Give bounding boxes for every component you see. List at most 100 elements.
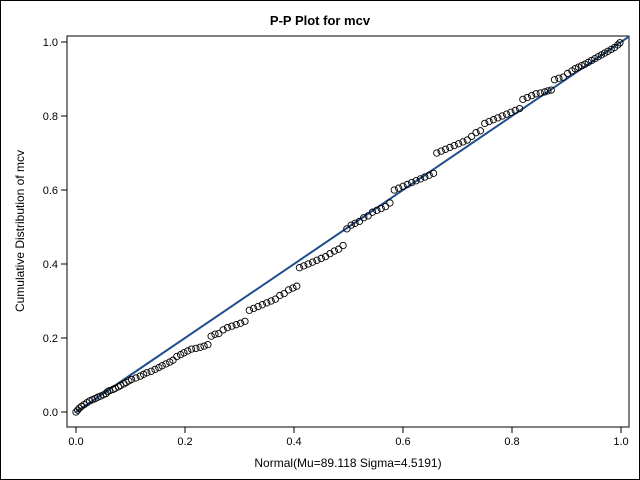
data-point — [472, 128, 480, 137]
data-point — [511, 106, 519, 115]
data-point — [284, 286, 293, 294]
data-point — [162, 360, 170, 368]
data-point — [192, 344, 200, 353]
data-point — [578, 62, 586, 70]
data-point — [343, 225, 351, 233]
data-point — [527, 92, 536, 100]
data-point — [515, 104, 524, 113]
data-point — [476, 127, 485, 135]
data-point — [437, 147, 445, 155]
data-point — [364, 212, 372, 220]
data-point — [228, 322, 236, 330]
data-point — [498, 112, 506, 120]
y-tick-label: 0.6 — [43, 185, 58, 197]
data-point — [236, 319, 245, 327]
data-point — [463, 136, 471, 144]
data-point — [536, 89, 544, 97]
data-point — [403, 180, 412, 189]
x-tick-label: 0.2 — [177, 436, 192, 448]
data-point — [169, 356, 177, 364]
data-point — [317, 254, 325, 263]
data-point — [173, 352, 181, 361]
data-point — [232, 321, 240, 329]
data-point — [489, 116, 498, 124]
y-tick-label: 0.8 — [43, 111, 58, 123]
reference-line-group — [75, 35, 630, 413]
data-point — [381, 202, 390, 211]
data-point — [313, 256, 321, 264]
data-points — [72, 39, 624, 416]
data-point — [368, 208, 377, 216]
y-tick-label: 0.2 — [43, 333, 58, 345]
data-point — [330, 247, 338, 255]
data-point — [450, 141, 458, 150]
data-point — [196, 343, 204, 351]
data-point — [200, 342, 208, 350]
data-point — [550, 76, 559, 84]
data-point — [184, 347, 192, 355]
data-point — [523, 93, 531, 102]
data-point — [574, 63, 583, 71]
x-axis-label: Normal(Mu=89.118 Sigma=4.5191) — [254, 456, 441, 470]
data-point — [429, 169, 438, 178]
x-tick-label: 0.0 — [68, 436, 83, 448]
x-axis-ticks: 0.0 0.2 0.4 0.6 0.8 1.0 — [68, 427, 629, 448]
data-point — [494, 114, 502, 122]
data-point — [295, 264, 304, 272]
data-point — [351, 219, 359, 227]
y-tick-label: 0.0 — [43, 407, 58, 419]
data-point — [555, 74, 563, 82]
data-point — [127, 375, 136, 384]
x-tick-label: 0.4 — [286, 436, 301, 448]
data-point — [425, 171, 433, 179]
data-point — [481, 119, 489, 128]
data-point — [276, 291, 284, 300]
data-point — [263, 299, 271, 307]
data-point — [614, 41, 622, 49]
data-point — [280, 289, 288, 298]
data-point — [254, 302, 262, 311]
data-point — [485, 117, 493, 126]
data-point — [441, 145, 450, 153]
data-point — [563, 69, 572, 78]
data-point — [180, 349, 188, 357]
data-point — [373, 206, 381, 215]
data-point — [158, 362, 166, 370]
data-point — [459, 138, 467, 146]
data-point — [304, 260, 312, 268]
data-point — [204, 341, 212, 349]
data-point — [219, 326, 227, 334]
data-point — [394, 184, 403, 192]
data-point — [117, 381, 125, 390]
data-point — [360, 214, 368, 222]
data-point — [502, 110, 511, 118]
data-point — [245, 306, 253, 314]
data-point — [211, 330, 219, 338]
data-point — [75, 404, 83, 412]
data-point — [355, 217, 364, 226]
data-point — [412, 177, 420, 185]
data-point — [446, 143, 454, 152]
data-point — [111, 384, 119, 392]
data-point — [223, 323, 232, 332]
data-point — [559, 73, 567, 81]
data-point — [519, 95, 527, 104]
data-point — [339, 241, 347, 250]
data-point — [73, 406, 82, 414]
data-point — [300, 262, 308, 270]
y-axis-ticks: 0.0 0.2 0.4 0.6 0.8 1.0 — [43, 37, 67, 419]
data-point — [293, 282, 301, 290]
data-point — [114, 383, 123, 391]
data-point — [454, 140, 463, 148]
data-point — [207, 332, 215, 340]
data-point — [335, 245, 343, 253]
data-point — [147, 367, 155, 375]
y-tick-label: 0.4 — [43, 259, 58, 271]
data-point — [347, 221, 355, 229]
data-point — [616, 39, 624, 47]
x-tick-label: 1.0 — [613, 436, 628, 448]
data-point — [267, 297, 275, 305]
data-point — [571, 64, 579, 73]
